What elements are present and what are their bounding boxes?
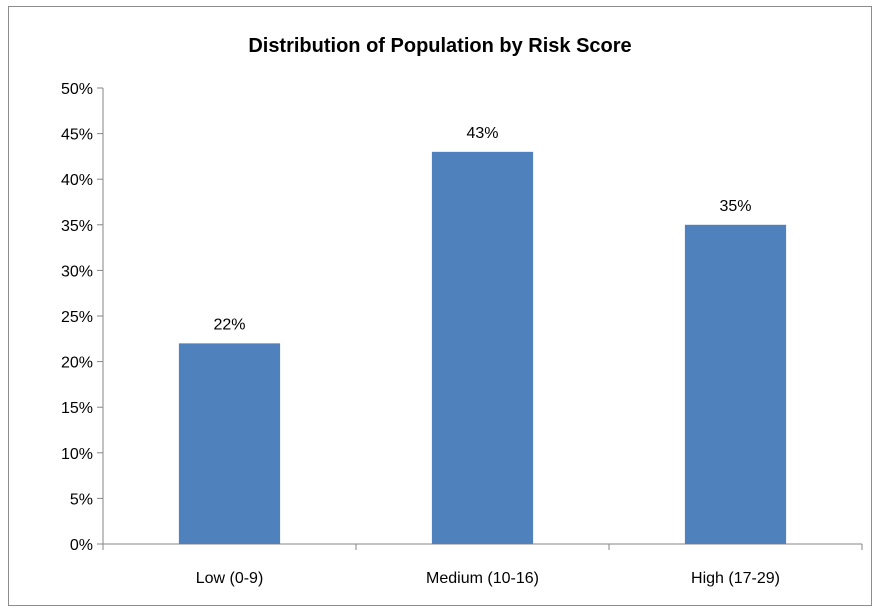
bar-data-label: 43% [466, 125, 498, 142]
data-labels: 22% 43% 35% [213, 125, 751, 334]
x-tick-label: High (17-29) [691, 570, 780, 587]
bars [178, 151, 787, 545]
y-tick-label: 0% [70, 537, 93, 554]
y-tick-label: 5% [70, 491, 93, 508]
y-tick-label: 40% [61, 172, 93, 189]
y-tick-label: 50% [61, 81, 93, 98]
y-tick-label: 15% [61, 400, 93, 417]
y-tick-label: 10% [61, 446, 93, 463]
y-tick-label: 25% [61, 309, 93, 326]
y-tick-label: 45% [61, 127, 93, 144]
x-axis: Low (0-9) Medium (10-16) High (17-29) [102, 543, 863, 587]
chart-title: Distribution of Population by Risk Score [248, 35, 631, 57]
bar [431, 151, 534, 544]
bar-data-label: 22% [213, 316, 245, 333]
x-tick-label: Low (0-9) [196, 570, 264, 587]
bar-data-label: 35% [719, 198, 751, 215]
bar [684, 224, 787, 545]
bar [178, 343, 281, 544]
y-tick-label: 35% [61, 218, 93, 235]
y-axis: 0% 5% 10% 15% 20% 25% 30% 35% 40% 45% 50% [61, 81, 104, 554]
y-tick-label: 20% [61, 355, 93, 372]
x-tick-label: Medium (10-16) [426, 570, 539, 587]
y-tick-label: 30% [61, 263, 93, 280]
